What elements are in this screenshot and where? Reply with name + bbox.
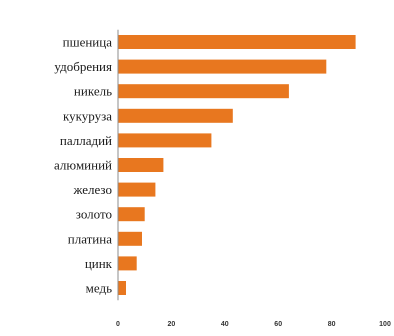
category-label-9: цинк bbox=[85, 256, 113, 271]
bar-10 bbox=[118, 281, 126, 295]
x-tick-label-1: 20 bbox=[168, 321, 176, 328]
bar-6 bbox=[118, 182, 156, 197]
category-label-6: железо bbox=[72, 182, 112, 197]
bar-7 bbox=[118, 207, 145, 222]
category-label-3: кукуруза bbox=[63, 108, 112, 123]
category-label-1: удобрения bbox=[54, 59, 112, 74]
x-tick-label-4: 80 bbox=[328, 321, 336, 328]
bar-0 bbox=[118, 35, 356, 49]
category-labels-group: пшеница удобрения никель кукуруза палладий ал… bbox=[54, 35, 113, 296]
bar-8 bbox=[118, 231, 142, 246]
x-tick-label-3: 60 bbox=[274, 321, 282, 328]
bar-9 bbox=[118, 256, 137, 271]
x-tick-label-2: 40 bbox=[221, 321, 229, 328]
category-label-10: медь bbox=[86, 281, 112, 296]
bar-2 bbox=[118, 84, 289, 99]
x-tick-label-0: 0 bbox=[116, 321, 120, 328]
category-label-4: палладий bbox=[60, 133, 112, 148]
bars-group bbox=[118, 35, 356, 295]
category-label-0: пшеница bbox=[63, 35, 113, 50]
bar-1 bbox=[118, 59, 327, 74]
x-tick-label-5: 100 bbox=[379, 321, 391, 328]
category-label-8: платина bbox=[68, 231, 112, 246]
bar-4 bbox=[118, 133, 212, 148]
bar-5 bbox=[118, 158, 164, 172]
x-tick-labels-group: 0 20 40 60 80 100 bbox=[116, 321, 391, 328]
category-label-2: никель bbox=[74, 84, 112, 99]
category-label-7: золото bbox=[76, 207, 112, 222]
category-label-5: алюминий bbox=[54, 158, 112, 173]
bar-3 bbox=[118, 108, 233, 123]
